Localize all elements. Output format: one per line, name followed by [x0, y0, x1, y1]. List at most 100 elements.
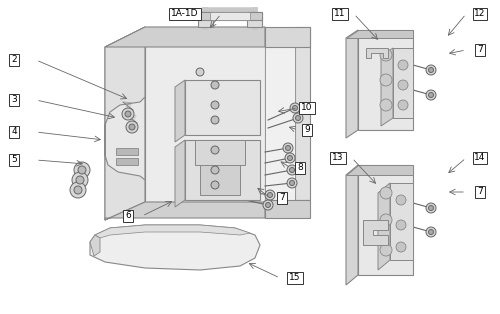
Circle shape: [74, 162, 90, 178]
Text: 5: 5: [11, 155, 17, 165]
Circle shape: [380, 74, 392, 86]
Circle shape: [268, 192, 272, 198]
Circle shape: [426, 203, 436, 213]
Circle shape: [196, 68, 204, 76]
Text: 4: 4: [11, 127, 17, 137]
Polygon shape: [195, 140, 245, 165]
Polygon shape: [185, 80, 260, 135]
Circle shape: [428, 68, 434, 73]
Polygon shape: [358, 30, 413, 130]
Circle shape: [292, 106, 298, 111]
Circle shape: [129, 124, 135, 130]
Polygon shape: [185, 140, 260, 200]
Circle shape: [122, 108, 134, 120]
Circle shape: [290, 103, 300, 113]
Polygon shape: [175, 140, 185, 207]
Circle shape: [426, 90, 436, 100]
Polygon shape: [90, 225, 260, 270]
Polygon shape: [390, 183, 413, 260]
Polygon shape: [200, 165, 240, 195]
Polygon shape: [116, 158, 138, 165]
Circle shape: [428, 230, 434, 235]
Polygon shape: [358, 165, 413, 275]
Circle shape: [287, 178, 297, 188]
Circle shape: [380, 99, 392, 111]
Text: 7: 7: [477, 187, 483, 197]
Circle shape: [293, 113, 303, 123]
Circle shape: [211, 166, 219, 174]
Circle shape: [211, 101, 219, 109]
Circle shape: [125, 111, 131, 117]
Circle shape: [396, 195, 406, 205]
Text: 13: 13: [332, 154, 344, 163]
Polygon shape: [265, 47, 295, 200]
Polygon shape: [346, 165, 358, 285]
Circle shape: [76, 176, 84, 184]
Circle shape: [72, 172, 88, 188]
Text: 6: 6: [125, 212, 131, 220]
Circle shape: [70, 182, 86, 198]
Text: 10: 10: [301, 104, 313, 112]
Circle shape: [398, 80, 408, 90]
Circle shape: [396, 220, 406, 230]
Circle shape: [285, 153, 295, 163]
Circle shape: [266, 203, 270, 208]
Circle shape: [296, 116, 300, 121]
Polygon shape: [363, 220, 388, 245]
Circle shape: [286, 145, 290, 150]
Polygon shape: [198, 12, 213, 27]
Polygon shape: [105, 27, 265, 47]
Text: 3: 3: [11, 95, 17, 105]
Polygon shape: [366, 48, 388, 58]
Polygon shape: [346, 165, 413, 175]
Circle shape: [211, 116, 219, 124]
Polygon shape: [346, 30, 413, 38]
Circle shape: [287, 165, 297, 175]
Circle shape: [396, 242, 406, 252]
Polygon shape: [393, 48, 413, 118]
Polygon shape: [175, 80, 185, 142]
Text: 2: 2: [11, 56, 17, 64]
Circle shape: [398, 60, 408, 70]
Text: 9: 9: [304, 126, 310, 134]
Polygon shape: [105, 27, 145, 220]
Polygon shape: [346, 30, 358, 138]
Circle shape: [126, 121, 138, 133]
Polygon shape: [145, 27, 265, 202]
Polygon shape: [95, 225, 250, 238]
Circle shape: [211, 181, 219, 189]
Circle shape: [290, 181, 294, 186]
Circle shape: [428, 93, 434, 98]
Text: 8: 8: [297, 164, 303, 172]
Polygon shape: [210, 12, 250, 20]
Polygon shape: [247, 12, 262, 27]
Polygon shape: [378, 183, 390, 270]
Text: 14: 14: [474, 154, 486, 163]
Polygon shape: [198, 12, 262, 20]
Circle shape: [290, 167, 294, 172]
Circle shape: [211, 81, 219, 89]
Text: 7: 7: [477, 46, 483, 55]
Polygon shape: [265, 27, 310, 47]
Polygon shape: [105, 27, 145, 220]
Text: 15: 15: [289, 273, 301, 283]
Text: 1A-1D: 1A-1D: [171, 9, 199, 19]
Circle shape: [380, 49, 392, 61]
Circle shape: [380, 187, 392, 199]
Circle shape: [265, 190, 275, 200]
Circle shape: [380, 214, 392, 226]
Text: 11: 11: [334, 9, 346, 19]
Circle shape: [380, 244, 392, 256]
Circle shape: [288, 155, 292, 160]
Text: 7: 7: [279, 193, 285, 203]
Circle shape: [263, 200, 273, 210]
Circle shape: [211, 146, 219, 154]
Circle shape: [426, 65, 436, 75]
Circle shape: [428, 205, 434, 210]
Circle shape: [283, 143, 293, 153]
Polygon shape: [381, 48, 393, 126]
Circle shape: [78, 166, 86, 174]
Polygon shape: [295, 27, 310, 200]
Polygon shape: [265, 200, 310, 218]
Circle shape: [426, 227, 436, 237]
